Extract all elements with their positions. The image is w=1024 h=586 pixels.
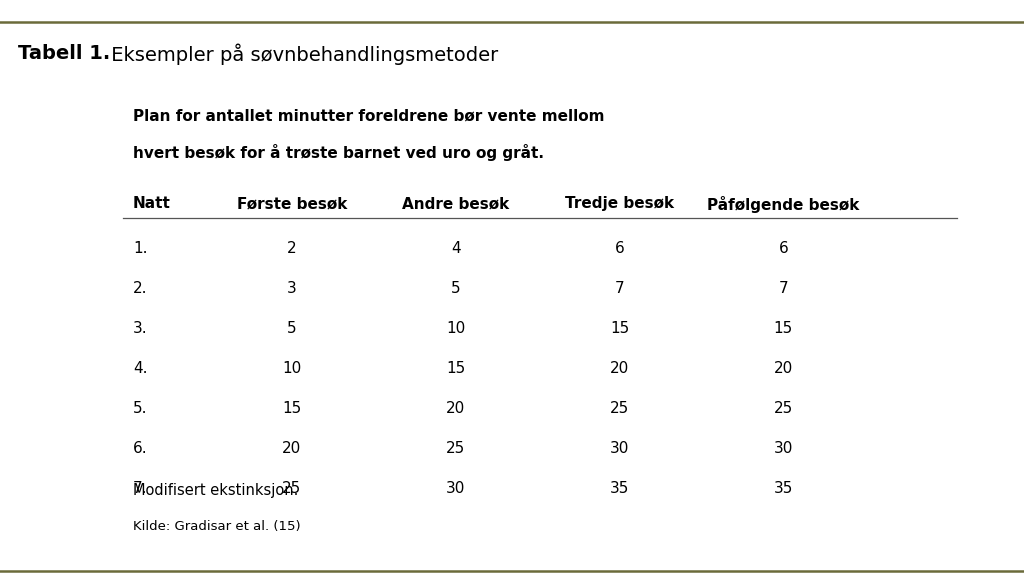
Text: Plan for antallet minutter foreldrene bør vente mellom: Plan for antallet minutter foreldrene bø… bbox=[133, 108, 604, 124]
Text: 3: 3 bbox=[287, 281, 297, 297]
Text: 6: 6 bbox=[778, 241, 788, 257]
Text: 30: 30 bbox=[446, 481, 465, 496]
Text: 15: 15 bbox=[446, 361, 465, 376]
Text: Eksempler på søvnbehandlingsmetoder: Eksempler på søvnbehandlingsmetoder bbox=[105, 44, 499, 66]
Text: 20: 20 bbox=[610, 361, 629, 376]
Text: 5: 5 bbox=[287, 321, 297, 336]
Text: 5.: 5. bbox=[133, 401, 147, 416]
Text: 20: 20 bbox=[446, 401, 465, 416]
Text: 10: 10 bbox=[446, 321, 465, 336]
Text: 20: 20 bbox=[774, 361, 793, 376]
Text: 7.: 7. bbox=[133, 481, 147, 496]
Text: 3.: 3. bbox=[133, 321, 147, 336]
Text: 25: 25 bbox=[283, 481, 301, 496]
Text: 15: 15 bbox=[283, 401, 301, 416]
Text: Kilde: Gradisar et al. (15): Kilde: Gradisar et al. (15) bbox=[133, 520, 301, 533]
Text: 25: 25 bbox=[610, 401, 629, 416]
Text: 6.: 6. bbox=[133, 441, 147, 456]
Text: 25: 25 bbox=[774, 401, 793, 416]
Text: hvert besøk for å trøste barnet ved uro og gråt.: hvert besøk for å trøste barnet ved uro … bbox=[133, 144, 544, 161]
Text: 30: 30 bbox=[610, 441, 629, 456]
Text: Andre besøk: Andre besøk bbox=[402, 196, 509, 212]
Text: 10: 10 bbox=[283, 361, 301, 376]
Text: 25: 25 bbox=[446, 441, 465, 456]
Text: 15: 15 bbox=[774, 321, 793, 336]
Text: Påfølgende besøk: Påfølgende besøk bbox=[708, 196, 859, 213]
Text: 4: 4 bbox=[451, 241, 461, 257]
Text: 4.: 4. bbox=[133, 361, 147, 376]
Text: 7: 7 bbox=[614, 281, 625, 297]
Text: 1.: 1. bbox=[133, 241, 147, 257]
Text: Tredje besøk: Tredje besøk bbox=[565, 196, 674, 212]
Text: 15: 15 bbox=[610, 321, 629, 336]
Text: Modifisert ekstinksjon.: Modifisert ekstinksjon. bbox=[133, 483, 298, 499]
Text: 5: 5 bbox=[451, 281, 461, 297]
Text: 2.: 2. bbox=[133, 281, 147, 297]
Text: 2: 2 bbox=[287, 241, 297, 257]
Text: 35: 35 bbox=[610, 481, 629, 496]
Text: 6: 6 bbox=[614, 241, 625, 257]
Text: Natt: Natt bbox=[133, 196, 171, 212]
Text: Tabell 1.: Tabell 1. bbox=[18, 44, 111, 63]
Text: 7: 7 bbox=[778, 281, 788, 297]
Text: 20: 20 bbox=[283, 441, 301, 456]
Text: 35: 35 bbox=[774, 481, 793, 496]
Text: 30: 30 bbox=[774, 441, 793, 456]
Text: Første besøk: Første besøk bbox=[237, 196, 347, 212]
